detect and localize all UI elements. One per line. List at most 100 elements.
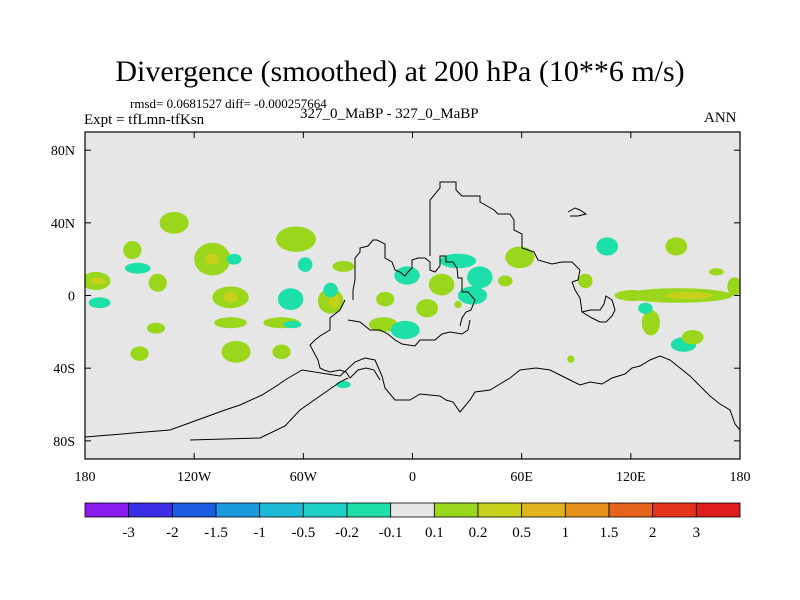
colorbar-box xyxy=(302,502,348,518)
coastline-africa xyxy=(309,299,381,381)
anomaly-blob-39 xyxy=(596,237,619,256)
colorbar-label: -3 xyxy=(122,525,135,541)
anomaly-blob-12 xyxy=(223,291,238,303)
colorbar-label: 1 xyxy=(562,525,570,541)
colorbar-label: -0.5 xyxy=(291,525,315,541)
colorbar-box xyxy=(433,502,479,518)
x-axis: 180 120W 60W 0 60E 120E 180 xyxy=(75,132,751,485)
colorbar-box xyxy=(521,502,566,518)
colorbar-label: -0.1 xyxy=(379,525,403,541)
anomaly-blob-6 xyxy=(148,273,167,292)
anomaly-blob-35 xyxy=(457,286,488,305)
anomaly-blob-2 xyxy=(125,262,151,274)
anomaly-blob-31 xyxy=(394,266,420,285)
anomaly-blob-34 xyxy=(467,266,493,289)
colorbar-box xyxy=(259,502,304,518)
anomaly-blob-27 xyxy=(376,291,395,307)
x-tick-label: 180 xyxy=(730,470,751,485)
anomaly-blob-13 xyxy=(277,288,304,311)
coastline-asia xyxy=(429,181,581,283)
anomaly-blob-8 xyxy=(205,253,220,265)
anomaly-blob-44 xyxy=(727,277,740,296)
colorbar-label: 3 xyxy=(693,525,701,541)
chart-title: Divergence (smoothed) at 200 hPa (10**6 … xyxy=(115,55,685,88)
colorbar-label: 0.2 xyxy=(469,525,488,541)
coastline-south-america xyxy=(347,319,471,347)
y-tick-label: 80N xyxy=(51,144,75,159)
colorbar-box xyxy=(652,502,697,518)
anomaly-blob-0 xyxy=(159,211,189,234)
y-axis: 80N 40N 0 40S 80S xyxy=(51,144,740,450)
anomaly-blob-51 xyxy=(454,300,462,309)
anomaly-blob-10 xyxy=(297,257,313,272)
colorbar-box xyxy=(215,502,261,518)
experiment-label: Expt = tfLmn-tfKsn xyxy=(84,112,205,128)
colorbar-label: 0.1 xyxy=(425,525,444,541)
anomaly-blob-21 xyxy=(221,340,251,363)
colorbar-box xyxy=(564,502,610,518)
anomaly-blob-18 xyxy=(283,320,302,329)
coastline-peninsula xyxy=(189,377,349,441)
anomaly-blob-15 xyxy=(328,293,340,309)
stats-text: rmsd= 0.0681527 diff= -0.000257664 xyxy=(130,96,327,111)
colorbar-label: 1.5 xyxy=(600,525,619,541)
anomaly-blob-4 xyxy=(90,277,106,285)
anomaly-blob-49 xyxy=(709,268,724,276)
coastline-australia xyxy=(571,281,616,323)
y-tick-label: 40N xyxy=(51,217,75,232)
anomaly-blob-32 xyxy=(428,273,455,296)
anomaly-blob-43 xyxy=(614,290,651,301)
anomaly-blob-33 xyxy=(439,253,477,269)
colorbar-box xyxy=(695,502,741,518)
anomaly-blob-45 xyxy=(641,310,660,336)
anomaly-blob-26 xyxy=(323,282,338,298)
coastline-island xyxy=(567,207,588,217)
colorbar-box xyxy=(477,502,523,518)
colorbar-label: 0.5 xyxy=(512,525,531,541)
x-tick-label: 120E xyxy=(616,470,646,485)
anomaly-blob-50 xyxy=(567,355,575,363)
anomaly-blob-42 xyxy=(665,291,713,300)
x-tick-label: 60E xyxy=(510,470,533,485)
coastline-antarctica xyxy=(85,355,740,438)
x-tick-label: 120W xyxy=(177,470,212,485)
anomaly-blob-22 xyxy=(272,344,291,360)
x-tick-label: 60W xyxy=(290,470,318,485)
colorbar-box xyxy=(608,502,654,518)
colorbar-label: -1.5 xyxy=(204,525,228,541)
anomaly-blob-16 xyxy=(214,317,247,329)
coastline-north-america xyxy=(352,239,476,327)
anomaly-blob-28 xyxy=(368,317,398,332)
anomaly-blob-25 xyxy=(332,260,355,272)
colorbar-box xyxy=(128,502,173,518)
coastline-layer xyxy=(85,181,740,441)
anomaly-blob-30 xyxy=(390,320,420,340)
colorbar-label: -0.2 xyxy=(335,525,359,541)
season-label: ANN xyxy=(704,110,737,126)
anomaly-blob-37 xyxy=(498,275,513,287)
anomaly-blob-48 xyxy=(681,330,704,345)
y-tick-label: 80S xyxy=(53,435,75,450)
anomaly-blob-1 xyxy=(123,241,142,260)
anomaly-blob-29 xyxy=(416,299,438,318)
y-tick-label: 40S xyxy=(53,362,75,377)
colorbar-label: -1 xyxy=(253,525,266,541)
anomaly-blob-24 xyxy=(226,253,242,265)
colorbar-box xyxy=(84,502,130,518)
y-tick-label: 0 xyxy=(68,290,75,305)
anomaly-blob-19 xyxy=(146,322,166,334)
anomaly-blob-46 xyxy=(638,302,653,314)
anomaly-blob-20 xyxy=(130,346,149,361)
anomaly-layer xyxy=(85,211,740,389)
anomaly-blob-9 xyxy=(276,226,317,252)
case-label: 327_0_MaBP - 327_0_MaBP xyxy=(300,106,479,122)
x-tick-label: 180 xyxy=(75,470,96,485)
anomaly-blob-5 xyxy=(88,297,111,309)
colorbar-box xyxy=(346,502,392,518)
colorbar-box xyxy=(171,502,217,518)
colorbar-box xyxy=(390,502,435,518)
anomaly-blob-40 xyxy=(665,237,688,256)
x-tick-label: 0 xyxy=(409,470,416,485)
